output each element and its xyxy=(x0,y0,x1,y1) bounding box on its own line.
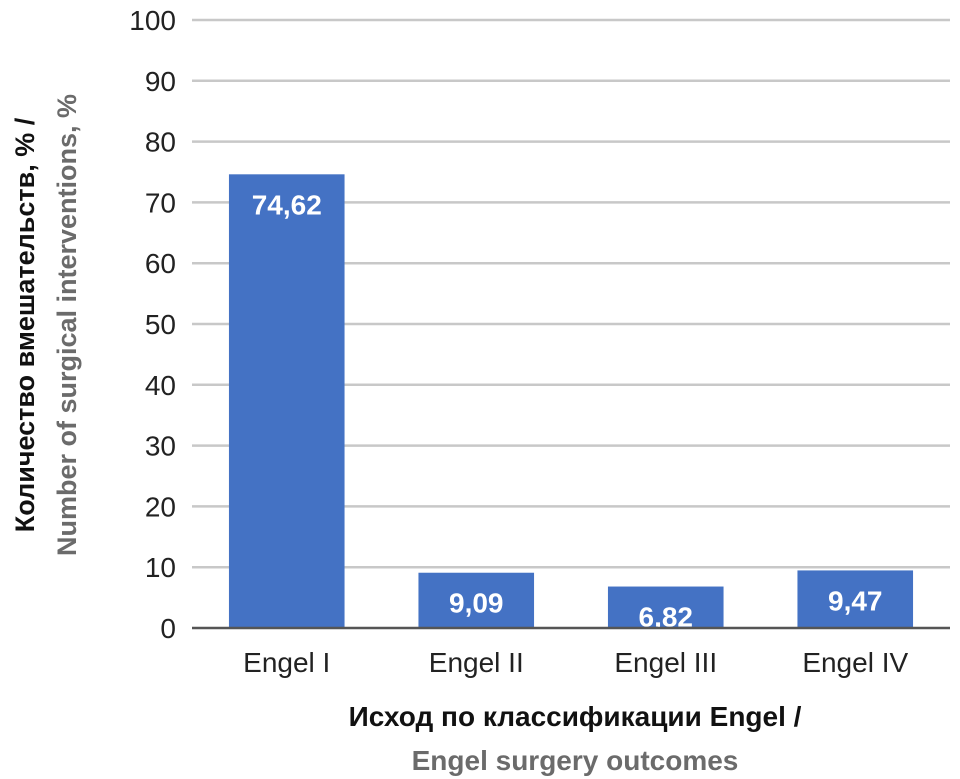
y-tick-label: 0 xyxy=(160,613,176,644)
data-label: 9,09 xyxy=(449,588,504,619)
bar xyxy=(797,570,914,628)
data-label: 74,62 xyxy=(252,189,322,220)
y-tick-label: 90 xyxy=(145,66,176,97)
y-tick-labels: 0 10 20 30 40 50 60 70 80 90 100 xyxy=(129,5,176,644)
y-axis-title-line1: Количество вмешательств, % / xyxy=(10,117,40,532)
y-axis-title-line2: Number of surgical interventions, % xyxy=(52,94,82,556)
bars: 74,629,09 6,829,47 xyxy=(228,174,914,633)
data-label: 9,47 xyxy=(828,585,883,616)
x-tick-label: Engel II xyxy=(429,647,524,678)
y-tick-label: 70 xyxy=(145,187,176,218)
y-tick-label: 50 xyxy=(145,309,176,340)
y-tick-label: 20 xyxy=(145,491,176,522)
y-tick-label: 40 xyxy=(145,370,176,401)
bar xyxy=(418,572,535,628)
bar xyxy=(228,174,345,628)
y-tick-label: 10 xyxy=(145,552,176,583)
x-tick-label: Engel IV xyxy=(802,647,908,678)
y-tick-label: 100 xyxy=(129,5,176,36)
x-axis-title-line1: Исход по классификации Engel / xyxy=(349,701,802,732)
x-category-labels: Engel I Engel II Engel III Engel IV xyxy=(243,647,908,678)
y-tick-label: 60 xyxy=(145,248,176,279)
bar xyxy=(607,586,724,628)
x-tick-label: Engel I xyxy=(243,647,330,678)
y-tick-label: 80 xyxy=(145,127,176,158)
x-axis-title-line2: Engel surgery outcomes xyxy=(412,745,739,776)
x-tick-label: Engel III xyxy=(614,647,717,678)
y-tick-label: 30 xyxy=(145,431,176,462)
